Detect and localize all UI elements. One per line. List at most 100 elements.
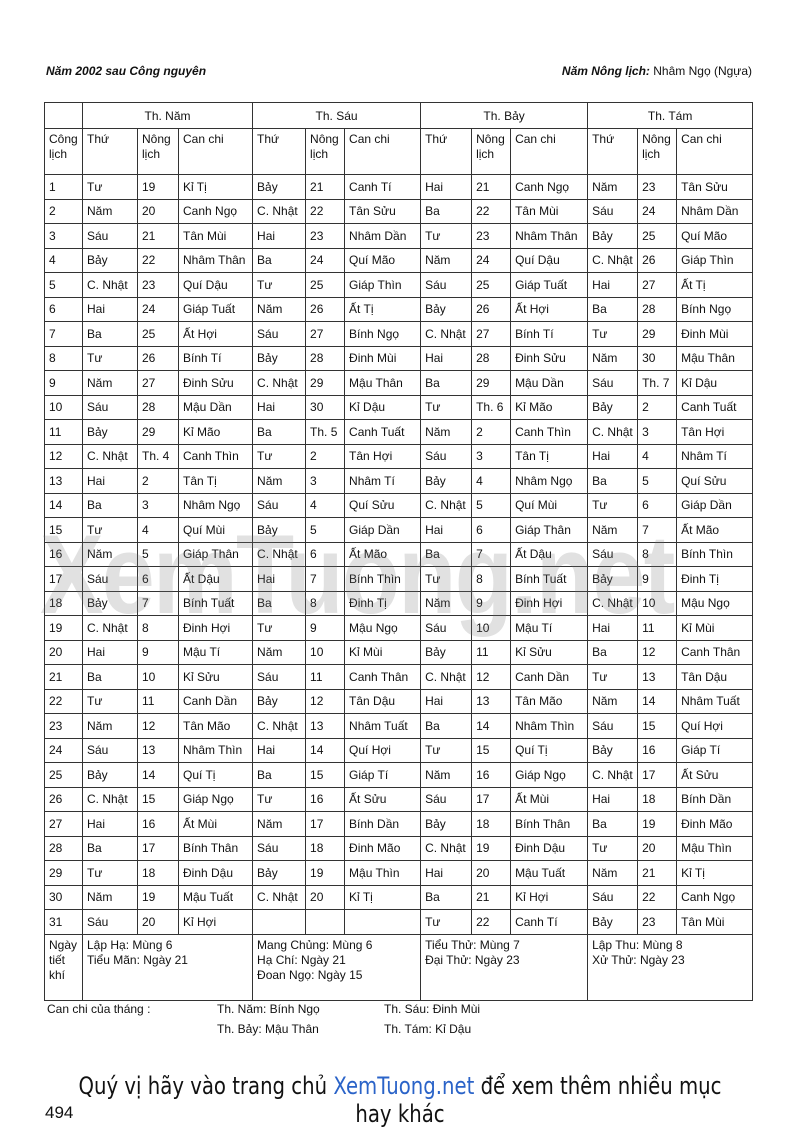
- banner: Quý vị hãy vào trang chủ XemTuong.net để…: [72, 1072, 728, 1128]
- cell: Tư: [587, 492, 639, 518]
- cell: 17: [137, 835, 179, 861]
- month-canchi: Th. Năm: Bính Ngọ: [217, 1002, 320, 1016]
- sub-header: Can chi: [344, 128, 422, 175]
- cell: Tân Dậu: [344, 688, 422, 714]
- cell: Đinh Sửu: [510, 345, 589, 371]
- day-row: 23 Năm 12 Tân Mão C. Nhật 13 Nhâm Tuất Ba 14 Nhâm…: [44, 713, 754, 739]
- cell: Mậu Ngọ: [344, 615, 422, 641]
- cell: 30: [305, 394, 346, 420]
- day-row: 17 Sáu 6 Ất Dậu Hai 7 Bính Thìn Tư 8 Bính Tuất Bảy…: [44, 566, 754, 592]
- cell: Canh Ngọ: [510, 174, 589, 200]
- cell: C. Nhật: [252, 198, 307, 224]
- cell: Bảy: [252, 345, 307, 371]
- banner-link[interactable]: XemTuong.net: [333, 1072, 475, 1100]
- cell: 26: [305, 296, 346, 322]
- cell: Quí Mão: [676, 223, 754, 249]
- cell: Quí Mão: [344, 247, 422, 273]
- solar-terms-cell: Lập Hạ: Mùng 6 Tiểu Mãn: Ngày 21: [81, 933, 254, 1001]
- cell: 12: [137, 713, 179, 739]
- cell: Năm: [420, 247, 473, 273]
- cell: Quí Tị: [177, 762, 254, 788]
- sub-header: Can chi: [676, 128, 754, 175]
- day-cell: 23: [44, 713, 83, 739]
- month-canchi-label: Can chi của tháng :: [47, 1002, 151, 1016]
- cell: Bính Thân: [177, 835, 254, 861]
- cell: Ba: [420, 370, 473, 396]
- cell: 22: [471, 198, 512, 224]
- cell: Bính Tí: [510, 321, 589, 347]
- day-cell: 22: [44, 688, 83, 714]
- solar-term: Lập Thu: Mùng 8: [592, 937, 683, 952]
- sub-header: Can chi: [510, 128, 589, 175]
- day-cell: 24: [44, 737, 83, 763]
- cell: Bính Thìn: [676, 541, 754, 567]
- cell: 21: [637, 860, 678, 886]
- cell: Ất Hợi: [177, 321, 254, 347]
- cell: Năm: [587, 345, 639, 371]
- cell: Ba: [82, 492, 138, 518]
- cell: Đinh Hợi: [177, 615, 254, 641]
- sub-header: Thứ: [252, 128, 307, 175]
- day-cell: 16: [44, 541, 83, 567]
- cell: 7: [637, 517, 678, 543]
- cell: 25: [471, 272, 512, 298]
- day-row: 22 Tư 11 Canh Dần Bảy 12 Tân Dậu Hai 13 Tân Mão Nă…: [44, 688, 754, 714]
- cell: 16: [637, 737, 678, 763]
- cell: [252, 909, 307, 935]
- cell: 19: [137, 174, 179, 200]
- cell: 11: [637, 615, 678, 641]
- cell: 10: [637, 590, 678, 616]
- cell: 2: [137, 468, 179, 494]
- cell: Giáp Tuất: [510, 272, 589, 298]
- cell: Canh Tuất: [676, 394, 754, 420]
- day-row: 9 Năm 27 Đinh Sửu C. Nhật 29 Mậu Thân Ba 29 Mậu D…: [44, 370, 754, 396]
- day-row: 28 Ba 17 Bính Thân Sáu 18 Đinh Mão C. Nhật 19 Đin…: [44, 835, 754, 861]
- cell: Sáu: [587, 370, 639, 396]
- cell: Bảy: [252, 174, 307, 200]
- header-left: Năm 2002 sau Công nguyên: [46, 64, 207, 78]
- day-cell: 1: [44, 174, 83, 200]
- cell: Tân Dậu: [676, 664, 754, 690]
- cell: Canh Tuất: [344, 419, 422, 445]
- cell: Quí Hợi: [676, 713, 754, 739]
- cell: Giáp Dần: [676, 492, 754, 518]
- cell: 20: [471, 860, 512, 886]
- cell: 26: [637, 247, 678, 273]
- cell: Đinh Tị: [344, 590, 422, 616]
- cell: Nhâm Dần: [676, 198, 754, 224]
- cell: 9: [305, 615, 346, 641]
- cell: Tư: [252, 272, 307, 298]
- cell: 20: [305, 884, 346, 910]
- cell: 30: [637, 345, 678, 371]
- cell: 15: [471, 737, 512, 763]
- cell: Canh Ngọ: [676, 884, 754, 910]
- cell: 6: [305, 541, 346, 567]
- cell: Năm: [82, 370, 138, 396]
- cell: 12: [471, 664, 512, 690]
- day-row: 30 Năm 19 Mậu Tuất C. Nhật 20 Kỉ Tị Ba 21 Kỉ Hợi S…: [44, 884, 754, 910]
- cell: 5: [305, 517, 346, 543]
- cell: Kỉ Hợi: [177, 909, 254, 935]
- cell: 28: [305, 345, 346, 371]
- solar-term: Xử Thử: Ngày 23: [592, 952, 685, 967]
- cell: Giáp Tuất: [177, 296, 254, 322]
- cell: 29: [305, 370, 346, 396]
- cell: Sáu: [420, 615, 473, 641]
- cell: 22: [137, 247, 179, 273]
- cell: Sáu: [252, 664, 307, 690]
- cell: Tư: [82, 688, 138, 714]
- cell: 15: [305, 762, 346, 788]
- cell: Mậu Dần: [510, 370, 589, 396]
- cell: 27: [637, 272, 678, 298]
- cell: Bính Ngọ: [344, 321, 422, 347]
- day-cell: 30: [44, 884, 83, 910]
- cell: Năm: [82, 198, 138, 224]
- cell: C. Nhật: [420, 664, 473, 690]
- cell: 2: [637, 394, 678, 420]
- cell: Bảy: [587, 737, 639, 763]
- cell: Kỉ Hợi: [510, 884, 589, 910]
- cell: 10: [305, 639, 346, 665]
- cell: Năm: [252, 639, 307, 665]
- cell: Năm: [587, 174, 639, 200]
